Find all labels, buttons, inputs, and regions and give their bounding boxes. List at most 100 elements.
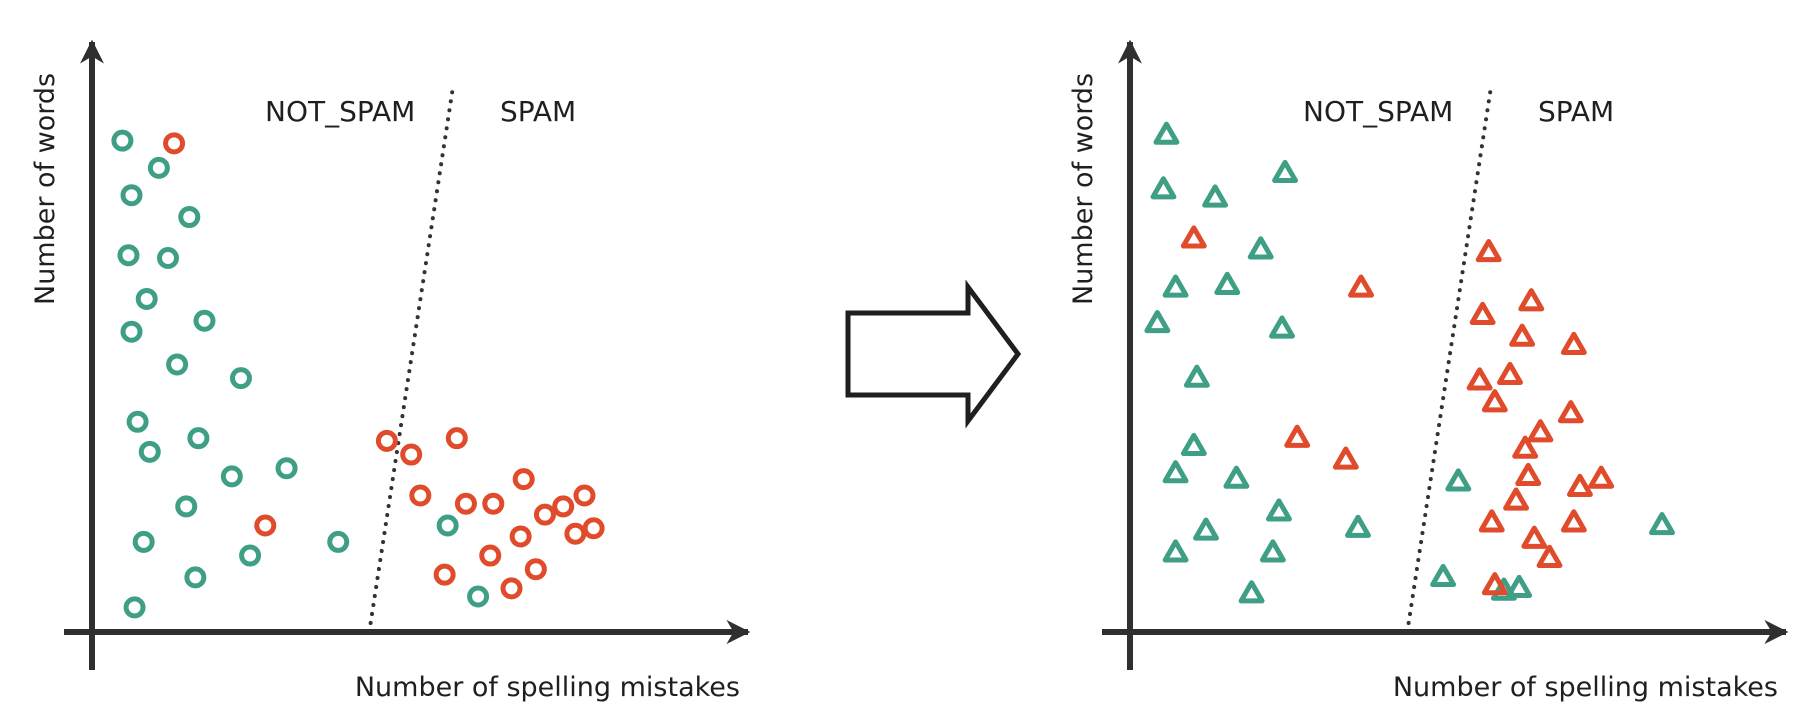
spam-point — [1566, 473, 1593, 497]
spam-point — [1536, 544, 1563, 568]
not-spam-point — [1259, 539, 1286, 563]
spam-point — [1509, 323, 1536, 347]
not-spam-point — [1193, 517, 1219, 541]
not-spam-point — [166, 353, 189, 376]
spam-point — [1515, 462, 1542, 487]
not-spam-point — [229, 367, 252, 390]
decision-boundary — [367, 84, 456, 634]
scatter-panel-triangles: NOT_SPAM SPAM Number of words Number of … — [1068, 39, 1789, 703]
not-spam-point — [1506, 574, 1533, 598]
spam-point — [482, 492, 505, 515]
not-spam-point — [157, 246, 179, 269]
spam-point — [400, 443, 423, 466]
spam-point — [1560, 331, 1587, 355]
spam-point — [582, 517, 605, 540]
spam-point — [1527, 419, 1554, 443]
not-spam-point — [1266, 498, 1292, 522]
spam-point — [524, 558, 547, 581]
spam-point — [552, 495, 575, 518]
region-label-spam: SPAM — [1538, 95, 1614, 128]
spam-point — [1557, 400, 1584, 424]
not-spam-point — [117, 244, 140, 267]
not-spam-point — [467, 585, 490, 608]
not-spam-point — [1269, 315, 1295, 339]
spam-point — [1475, 239, 1502, 263]
not-spam-point — [1214, 271, 1241, 295]
not-spam-point — [1162, 274, 1189, 298]
spam-point — [1332, 446, 1359, 470]
not-spam-point — [1247, 236, 1274, 260]
not-spam-point — [1345, 514, 1371, 538]
not-spam-point — [1150, 176, 1177, 200]
not-spam-point — [1202, 184, 1229, 208]
not-spam-point — [1272, 159, 1298, 184]
region-label-not-spam: NOT_SPAM — [1303, 95, 1453, 128]
spam-point — [1503, 487, 1530, 511]
spam-point — [163, 132, 186, 155]
spam-point — [1481, 389, 1508, 413]
not-spam-point — [120, 320, 143, 343]
spam-point — [1560, 509, 1587, 533]
x-axis-label: Number of spelling mistakes — [1393, 672, 1778, 703]
spam-point — [564, 522, 587, 545]
spam-point — [479, 544, 502, 567]
transform-arrow-icon — [845, 279, 1022, 429]
not-spam-point — [1430, 563, 1457, 588]
spam-point — [433, 563, 456, 586]
not-spam-point — [239, 544, 262, 567]
not-spam-point — [275, 457, 298, 480]
not-spam-point — [220, 465, 243, 488]
not-spam-point — [184, 566, 207, 589]
spam-point — [1481, 572, 1508, 596]
spam-point — [1521, 525, 1548, 549]
spam-point — [1466, 367, 1493, 391]
not-spam-point — [111, 129, 134, 152]
y-axis-label: Number of words — [30, 73, 61, 305]
spam-point — [573, 484, 596, 507]
not-spam-point — [1162, 460, 1189, 484]
spam-point — [1284, 424, 1311, 448]
scatter-panel-circles: NOT_SPAM SPAM Number of words Number of … — [30, 39, 751, 703]
spam-point — [1348, 274, 1374, 298]
region-label-spam: SPAM — [500, 95, 576, 128]
not-spam-point — [1649, 512, 1675, 536]
not-spam-point — [1162, 539, 1189, 563]
not-spam-point — [1490, 577, 1517, 601]
decision-boundary — [1405, 84, 1494, 634]
not-spam-point — [1180, 432, 1207, 457]
not-spam-point — [436, 514, 459, 537]
not-spam-point — [1445, 468, 1472, 492]
spam-point — [1478, 509, 1505, 533]
spam-point — [512, 468, 535, 491]
not-spam-point — [175, 495, 198, 518]
spam-point — [409, 484, 432, 507]
not-spam-point — [187, 427, 210, 450]
not-spam-point — [120, 184, 143, 207]
not-spam-point — [193, 309, 216, 332]
spam-point — [533, 503, 556, 526]
spam-point — [445, 427, 468, 450]
not-spam-point — [327, 530, 350, 553]
spam-point — [1469, 301, 1496, 325]
not-spam-point — [1223, 465, 1250, 489]
not-spam-point — [1238, 580, 1265, 604]
data-points — [1144, 121, 1675, 604]
not-spam-point — [126, 410, 149, 433]
not-spam-point — [147, 156, 170, 179]
spam-point — [1180, 225, 1207, 249]
spam-point — [1497, 361, 1523, 386]
not-spam-point — [1153, 121, 1180, 145]
spam-point — [509, 525, 532, 548]
not-spam-point — [1144, 310, 1171, 334]
not-spam-point — [123, 596, 146, 619]
spam-point — [1512, 435, 1539, 459]
region-label-not-spam: NOT_SPAM — [265, 95, 415, 128]
spam-point — [254, 514, 277, 537]
not-spam-point — [138, 440, 161, 463]
data-points — [111, 129, 605, 619]
spam-point — [454, 492, 477, 515]
spam-point — [500, 577, 523, 600]
not-spam-point — [132, 530, 155, 553]
spam-point — [1518, 288, 1545, 312]
